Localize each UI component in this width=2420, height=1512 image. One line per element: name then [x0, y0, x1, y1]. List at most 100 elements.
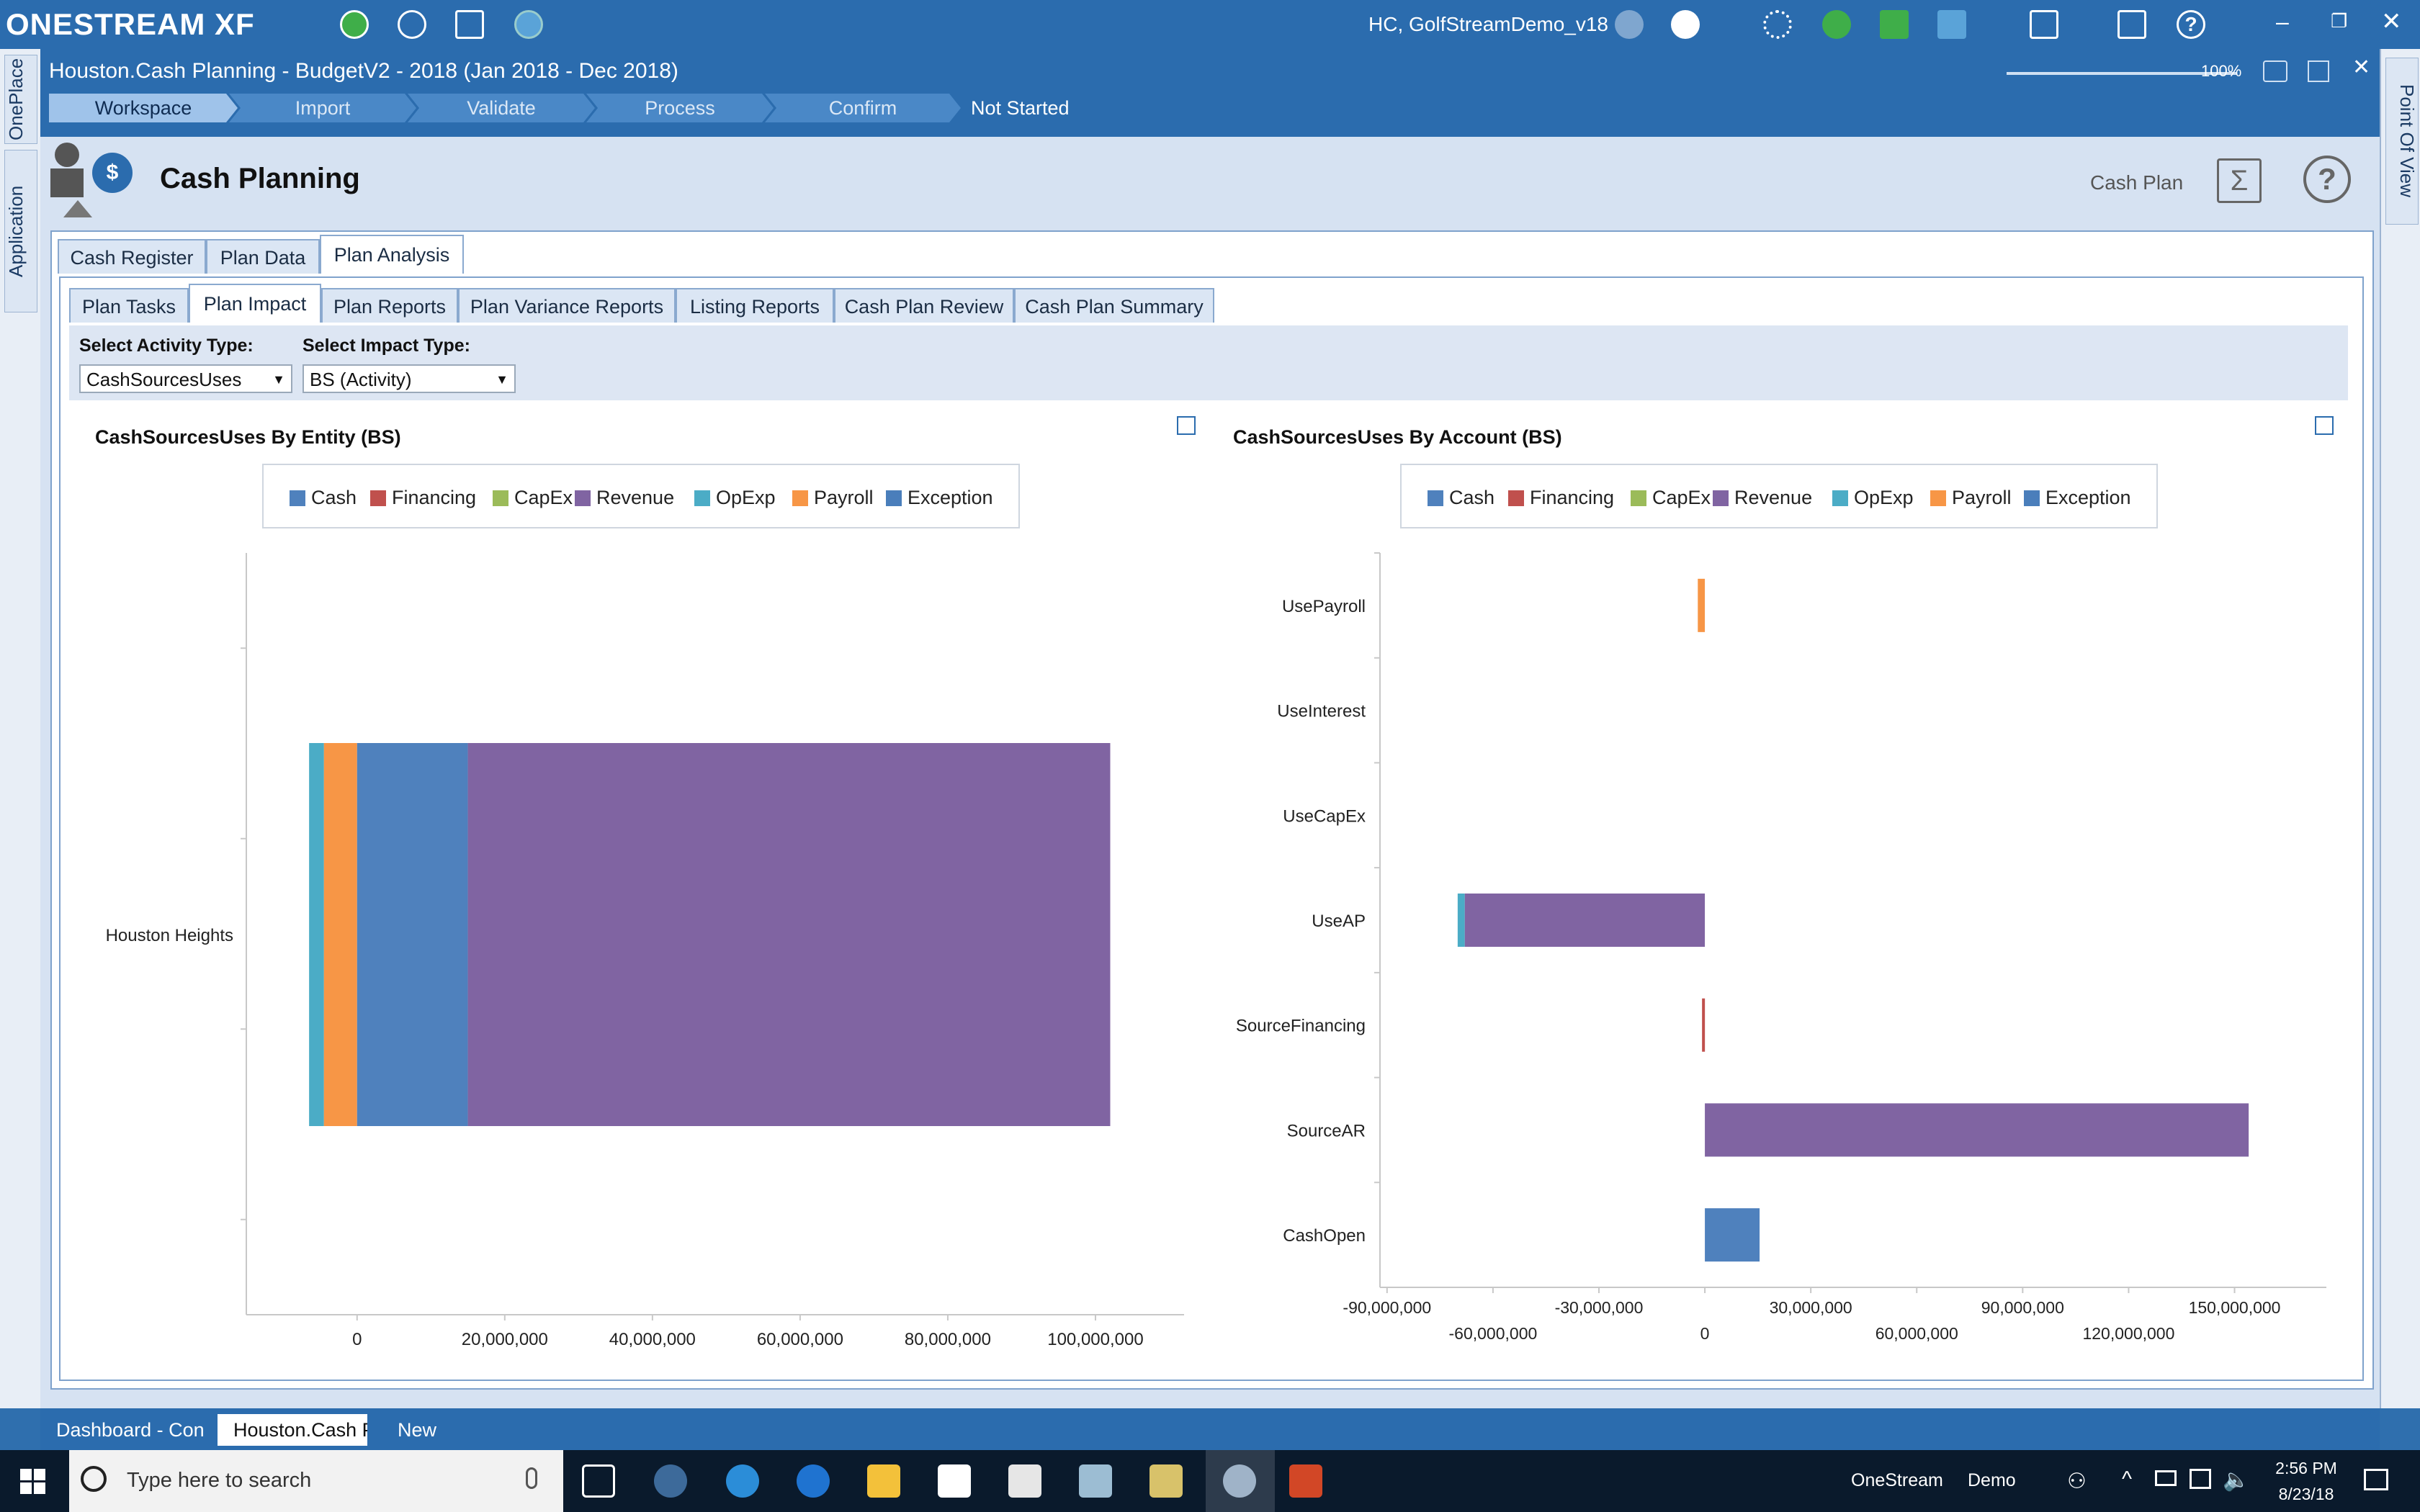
task-view-icon[interactable] [582, 1464, 615, 1498]
tab-cash-plan-summary[interactable]: Cash Plan Summary [1014, 288, 1214, 323]
taskbar-demo-label[interactable]: Demo [1968, 1470, 2016, 1490]
step-validate[interactable]: Validate [408, 94, 595, 122]
side-tab-application[interactable]: Application [4, 150, 37, 312]
chevron-up-icon[interactable]: ^ [2122, 1467, 2133, 1491]
tab-plan-reports[interactable]: Plan Reports [321, 288, 458, 323]
tab-cash-plan-review[interactable]: Cash Plan Review [834, 288, 1014, 323]
dashboard-help-icon[interactable]: ? [2303, 156, 2351, 203]
close-icon[interactable]: ✕ [2381, 8, 2402, 35]
expand-chart-icon[interactable] [1177, 416, 1196, 435]
app-icon[interactable] [1150, 1464, 1183, 1498]
internet-explorer-icon[interactable] [726, 1464, 759, 1498]
chart-account-legend: Cash Financing CapEx Revenue OpExp Payroll Exc… [1400, 464, 2158, 528]
close-workspace-icon[interactable]: ✕ [2352, 55, 2371, 79]
notifications-icon[interactable] [2364, 1469, 2388, 1490]
pin-green-icon[interactable] [1880, 10, 1909, 39]
refresh-icon[interactable] [1822, 10, 1851, 39]
legend-swatch [575, 490, 591, 506]
legend-swatch [1713, 490, 1729, 506]
zoom-slider[interactable] [2007, 72, 2237, 75]
step-workspace[interactable]: Workspace [49, 94, 238, 122]
bottom-tab-dashboard[interactable]: Dashboard - Con [56, 1419, 205, 1441]
y-category-label: UseInterest [1277, 702, 1366, 721]
expand-chart-icon[interactable] [2315, 416, 2334, 435]
mail-icon[interactable] [1008, 1464, 1041, 1498]
window-calendar-icon[interactable] [2118, 10, 2146, 39]
step-process[interactable]: Process [586, 94, 774, 122]
restore-icon[interactable]: ❐ [2331, 10, 2348, 32]
taskbar-onestream-label[interactable]: OneStream [1851, 1470, 1943, 1490]
legend-swatch [1930, 490, 1946, 506]
onestream-taskbar-icon[interactable] [654, 1464, 687, 1498]
chart-entity-title: CashSourcesUses By Entity (BS) [95, 426, 401, 448]
user-icon[interactable] [1615, 10, 1644, 39]
help-icon[interactable]: ? [2177, 10, 2205, 39]
clipboard-icon[interactable] [2030, 10, 2058, 39]
bottom-tab-new[interactable]: New [398, 1419, 437, 1441]
tab-plan-impact[interactable]: Plan Impact [189, 284, 321, 323]
powerpoint-icon[interactable] [1289, 1464, 1322, 1498]
store-icon[interactable] [938, 1464, 971, 1498]
documents-icon[interactable] [455, 10, 484, 39]
battery-icon[interactable] [2155, 1470, 2177, 1486]
volume-icon[interactable]: 🔈 [2223, 1468, 2250, 1492]
legend-label: Payroll [814, 487, 874, 508]
legend-swatch [1428, 490, 1443, 506]
legend-label: Financing [1530, 487, 1615, 508]
tab-plan-variance-reports[interactable]: Plan Variance Reports [458, 288, 676, 323]
chevron-down-icon: ▼ [496, 372, 508, 387]
side-tab-point-of-view[interactable]: Point Of View [2385, 58, 2419, 225]
impact-type-label: Select Impact Type: [302, 336, 470, 356]
x-tick-label: 0 [352, 1330, 362, 1349]
step-confirm-label: Confirm [828, 97, 897, 119]
legend-swatch [370, 490, 386, 506]
fit-view-icon[interactable] [2263, 60, 2287, 82]
network-icon[interactable] [2190, 1469, 2211, 1489]
pin-icon[interactable] [1937, 10, 1966, 39]
legend-swatch [290, 490, 305, 506]
step-confirm[interactable]: Confirm [765, 94, 961, 122]
globe-icon[interactable] [398, 10, 426, 39]
legend-item-cash: Cash [1428, 487, 1494, 509]
step-import[interactable]: Import [229, 94, 416, 122]
back-icon[interactable] [340, 10, 369, 39]
app-icon[interactable] [1079, 1464, 1112, 1498]
taskbar-time: 2:56 PM [2275, 1459, 2337, 1477]
workspace-title: Houston.Cash Planning - BudgetV2 - 2018 … [49, 59, 678, 83]
y-category-label: CashOpen [1283, 1226, 1366, 1246]
onestream-active-icon[interactable] [1206, 1450, 1275, 1512]
bottom-tab-houston-cash[interactable]: Houston.Cash Pla [218, 1414, 367, 1446]
chart-entity-svg: Houston Heights 0 20,000,000 40,000,000 60,0… [106, 553, 1184, 1349]
tab-plan-data[interactable]: Plan Data [206, 239, 320, 274]
edge-icon[interactable] [797, 1464, 830, 1498]
minimize-icon[interactable]: – [2276, 9, 2289, 35]
tab-plan-analysis[interactable]: Plan Analysis [320, 235, 464, 274]
legend-label: OpExp [716, 487, 776, 508]
windows-start-icon[interactable] [20, 1469, 46, 1495]
app-logo: ONESTREAM XF [6, 7, 255, 41]
step-workspace-label: Workspace [94, 97, 192, 119]
bar-segment-opexp [309, 743, 324, 1126]
legend-label: Cash [311, 487, 357, 508]
legend-label: Exception [2045, 487, 2131, 508]
activity-type-dropdown[interactable]: CashSourcesUses ▼ [79, 364, 292, 393]
legend-item-opexp: OpExp [1832, 487, 1914, 509]
logoff-user-icon[interactable] [1671, 10, 1700, 39]
maximize-panel-icon[interactable] [2308, 60, 2329, 82]
file-explorer-icon[interactable] [867, 1464, 900, 1498]
chart-account-svg: UsePayroll UseInterest UseCapEx UseAP Source… [1236, 552, 2326, 1343]
side-tab-oneplace[interactable]: OnePlace [4, 55, 37, 144]
microphone-icon[interactable] [526, 1467, 537, 1489]
tab-cash-register[interactable]: Cash Register [58, 239, 206, 274]
task-activity-icon[interactable] [1763, 10, 1792, 39]
taskbar-search-box[interactable]: Type here to search [69, 1450, 563, 1512]
impact-type-value: BS (Activity) [310, 369, 412, 390]
people-icon[interactable]: ⚇ [2067, 1470, 2087, 1493]
impact-type-dropdown[interactable]: BS (Activity) ▼ [302, 364, 516, 393]
forward-icon[interactable] [514, 10, 543, 39]
formula-grid-icon[interactable]: Σ [2217, 158, 2262, 203]
tab-listing-reports[interactable]: Listing Reports [676, 288, 834, 323]
activity-type-value: CashSourcesUses [86, 369, 242, 390]
legend-item-revenue: Revenue [1713, 487, 1812, 509]
tab-plan-tasks[interactable]: Plan Tasks [69, 288, 189, 323]
